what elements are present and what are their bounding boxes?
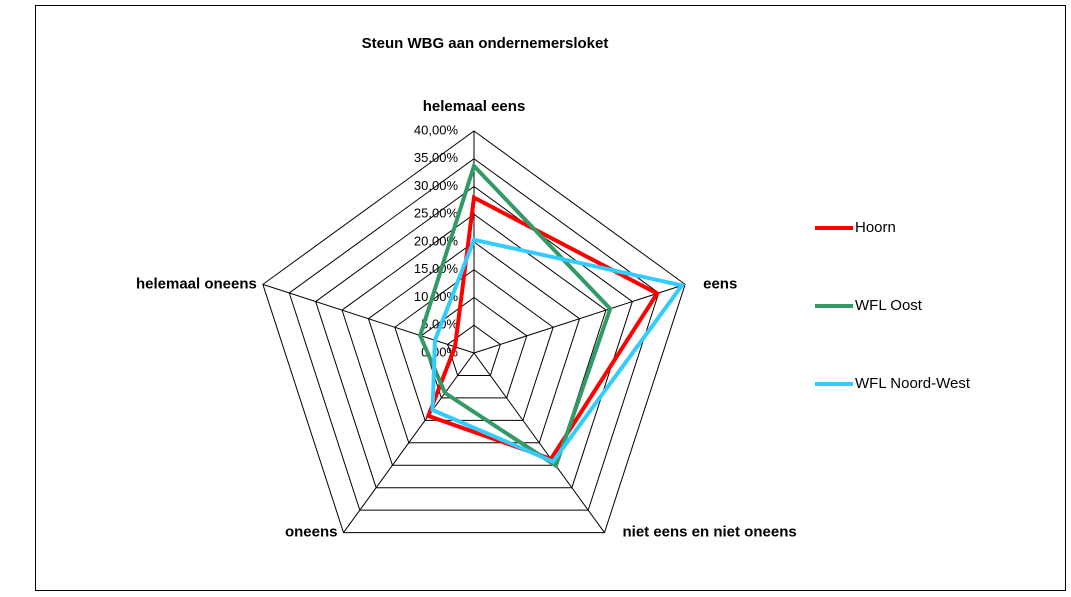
series-line: [430, 237, 686, 465]
r-tick-label: 25,00%: [414, 206, 459, 221]
category-label: oneens: [285, 524, 338, 541]
r-tick-label: 40,00%: [414, 122, 459, 137]
r-tick-label: 35,00%: [414, 150, 459, 165]
spoke: [343, 352, 475, 533]
grid-ring: [447, 324, 501, 376]
series-line: [425, 194, 661, 462]
grid-ring: [262, 130, 686, 534]
chart-title: Steun WBG aan ondernemersloket: [362, 35, 609, 52]
legend-label: WFL Oost: [855, 297, 923, 314]
spoke: [473, 352, 605, 533]
series-line: [418, 162, 613, 469]
r-tick-label: 30,00%: [414, 178, 459, 193]
legend-label: Hoorn: [855, 219, 896, 236]
grid-ring: [420, 296, 528, 399]
legend-label: WFL Noord-West: [855, 375, 971, 392]
grid-ring: [367, 241, 581, 444]
category-label: niet eens en niet oneens: [622, 524, 796, 541]
grid-ring: [315, 185, 633, 489]
grid-ring: [341, 213, 607, 466]
category-label: eens: [703, 275, 737, 292]
r-tick-label: 15,00%: [414, 261, 459, 276]
category-label: helemaal oneens: [136, 275, 257, 292]
spoke: [262, 283, 475, 354]
grid-ring: [288, 158, 660, 511]
category-label: helemaal eens: [423, 98, 526, 115]
r-tick-label: 10,00%: [414, 289, 459, 304]
spoke: [473, 283, 686, 354]
grid-ring: [394, 269, 554, 421]
